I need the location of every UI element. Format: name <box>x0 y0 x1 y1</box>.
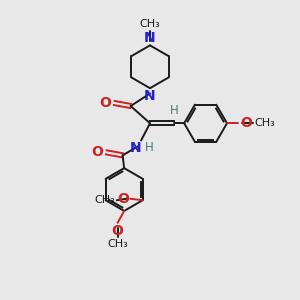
Text: O: O <box>117 192 129 206</box>
Text: CH₃: CH₃ <box>94 195 115 205</box>
Text: CH₃: CH₃ <box>107 238 128 249</box>
Text: O: O <box>100 96 111 110</box>
Text: H: H <box>145 141 153 154</box>
Text: N: N <box>130 141 142 155</box>
Text: H: H <box>170 104 179 117</box>
Text: O: O <box>112 224 124 238</box>
Text: N: N <box>144 31 156 45</box>
Text: O: O <box>92 146 103 159</box>
Text: CH₃: CH₃ <box>140 19 160 29</box>
Text: CH₃: CH₃ <box>255 118 275 128</box>
Text: O: O <box>240 116 252 130</box>
Text: N: N <box>144 89 156 103</box>
